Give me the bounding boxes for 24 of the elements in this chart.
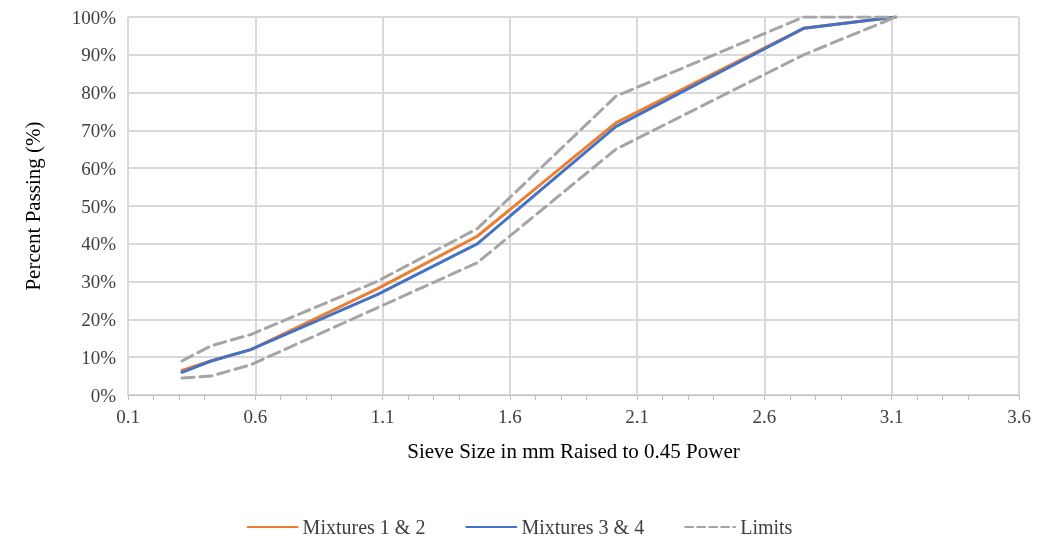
x-tick-label: 0.6 [243, 406, 268, 427]
x-tick-label: 3.6 [1007, 406, 1031, 427]
x-tick-label: 2.1 [625, 406, 650, 427]
legend-label: Limits [740, 516, 793, 538]
y-axis-title: Percent Passing (%) [20, 121, 45, 291]
y-tick-label: 90% [81, 44, 117, 66]
y-tick-label: 40% [81, 233, 117, 255]
y-tick-label: 50% [81, 195, 117, 217]
y-tick-label: 70% [81, 119, 117, 141]
y-tick-label: 60% [81, 157, 117, 179]
y-tick-label: 0% [90, 384, 117, 406]
y-tick-label: 100% [71, 6, 117, 28]
y-tick-label: 10% [81, 346, 117, 368]
x-tick-label: 3.1 [879, 406, 904, 427]
x-tick-label: 0.1 [116, 406, 140, 427]
legend-label: Mixtures 3 & 4 [521, 516, 645, 538]
y-tick-label: 20% [81, 308, 117, 330]
x-tick-label: 1.1 [370, 406, 395, 427]
x-tick-label: 2.6 [752, 406, 777, 427]
y-tick-label: 30% [81, 271, 117, 293]
x-tick-label: 1.6 [497, 406, 522, 427]
legend-label: Mixtures 1 & 2 [302, 516, 426, 538]
y-tick-label: 80% [81, 82, 117, 104]
x-axis-title: Sieve Size in mm Raised to 0.45 Power [407, 438, 740, 463]
